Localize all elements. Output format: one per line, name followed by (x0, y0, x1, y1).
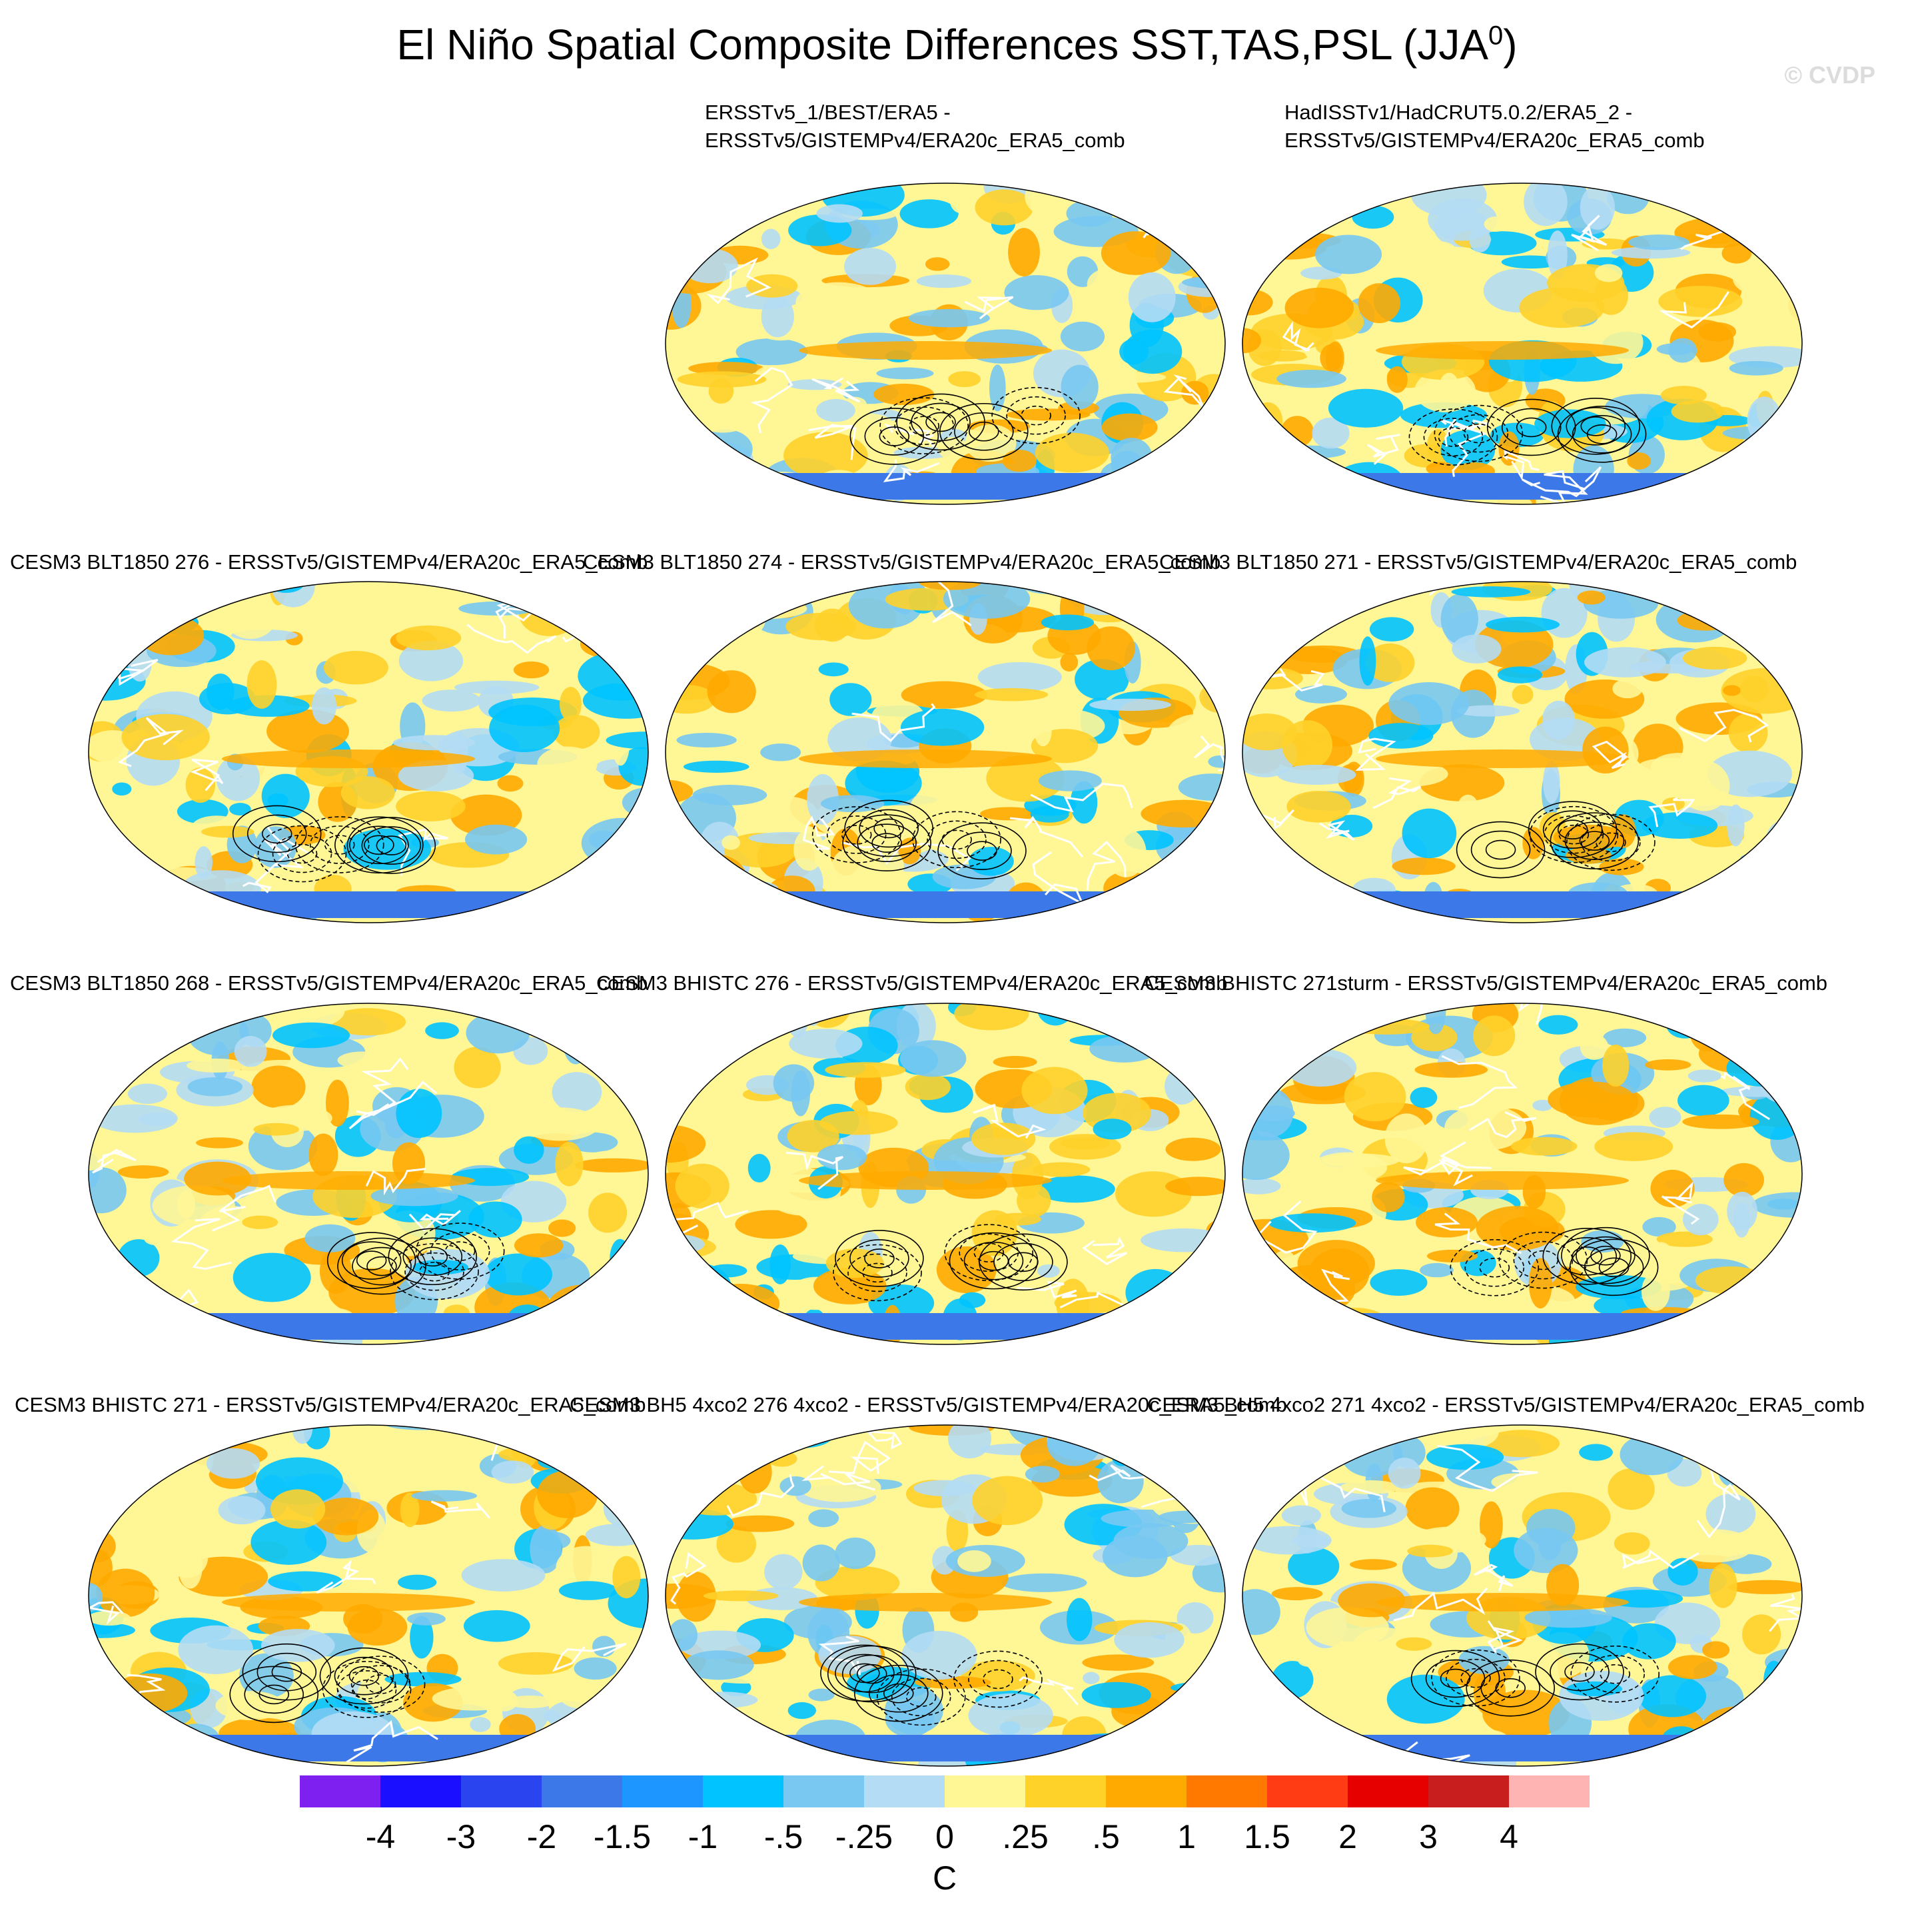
colorbar (300, 1775, 1590, 1807)
map-panel-4 (665, 581, 1226, 923)
colorbar-box (300, 1775, 380, 1807)
map-panel-5 (1242, 581, 1803, 923)
colorbar-tick-label: -2 (526, 1818, 557, 1855)
map-panel-11 (1242, 1424, 1803, 1767)
colorbar-box (1348, 1775, 1428, 1807)
colorbar-tick-label: 0 (935, 1818, 954, 1855)
colorbar-tick-label: 3 (1419, 1818, 1438, 1855)
colorbar-box (461, 1775, 542, 1807)
map-panel-9 (88, 1424, 649, 1767)
colorbar-box (945, 1775, 1025, 1807)
colorbar-tick-label: 1 (1177, 1818, 1196, 1855)
panel-title-3: CESM3 BLT1850 276 - ERSSTv5/GISTEMPv4/ER… (10, 550, 648, 574)
map-panel-2 (1242, 183, 1803, 505)
colorbar-units: C (932, 1859, 957, 1897)
map-panel-8 (1242, 1003, 1803, 1345)
colorbar-box (864, 1775, 945, 1807)
map-panel-7 (665, 1003, 1226, 1345)
colorbar-box (380, 1775, 461, 1807)
map-panel-10 (665, 1424, 1226, 1767)
panel-title-1: ERSSTv5_1/BEST/ERA5 - ERSSTv5/GISTEMPv4/E… (705, 101, 1125, 152)
colorbar-box (783, 1775, 864, 1807)
colorbar-tick-label: .25 (1002, 1818, 1049, 1855)
panel-title-7: CESM3 BHISTC 276 - ERSSTv5/GISTEMPv4/ERA… (596, 971, 1228, 995)
panel-title-2: HadISSTv1/HadCRUT5.0.2/ERA5_2 - ERSSTv5/G… (1284, 101, 1705, 152)
panel-title-4: CESM3 BLT1850 274 - ERSSTv5/GISTEMPv4/ER… (583, 550, 1221, 574)
panel-title-11: CESM3 BH5 4xco2 271 4xco2 - ERSSTv5/GIST… (1147, 1393, 1865, 1416)
colorbar-box (1025, 1775, 1106, 1807)
panel-title-9: CESM3 BHISTC 271 - ERSSTv5/GISTEMPv4/ERA… (15, 1393, 646, 1416)
panel-title-5: CESM3 BLT1850 271 - ERSSTv5/GISTEMPv4/ER… (1159, 550, 1797, 574)
colorbar-box (1267, 1775, 1348, 1807)
colorbar-tick-label: -1.5 (593, 1818, 652, 1855)
colorbar-tick-label: 1.5 (1244, 1818, 1290, 1855)
colorbar-tick-label: -.5 (763, 1818, 803, 1855)
panel-title-6: CESM3 BLT1850 268 - ERSSTv5/GISTEMPv4/ER… (10, 971, 648, 995)
colorbar-box (542, 1775, 622, 1807)
colorbar-tick-label: .5 (1092, 1818, 1120, 1855)
colorbar-tick-label: 2 (1338, 1818, 1357, 1855)
panel-title-10: CESM3 BH5 4xco2 276 4xco2 - ERSSTv5/GIST… (570, 1393, 1287, 1416)
colorbar-box (1187, 1775, 1267, 1807)
colorbar-tick-label: -4 (365, 1818, 396, 1855)
colorbar-box (1509, 1775, 1590, 1807)
map-panel-1 (665, 183, 1226, 505)
colorbar-box (1106, 1775, 1187, 1807)
map-panel-6 (88, 1003, 649, 1345)
colorbar-box (622, 1775, 703, 1807)
colorbar-box (703, 1775, 783, 1807)
colorbar-tick-label: -3 (446, 1818, 476, 1855)
colorbar-tick-label: 4 (1500, 1818, 1518, 1855)
figure-title: El Niño Spatial Composite Differences SS… (396, 21, 1518, 69)
panel-title-8: CESM3 BHISTC 271sturm - ERSSTv5/GISTEMPv… (1145, 971, 1828, 995)
colorbar-tick-label: -1 (688, 1818, 718, 1855)
cvdp-watermark: © CVDP (1784, 61, 1875, 89)
colorbar-tick-label: -.25 (835, 1818, 893, 1855)
map-panel-3 (88, 581, 649, 923)
colorbar-box (1428, 1775, 1509, 1807)
